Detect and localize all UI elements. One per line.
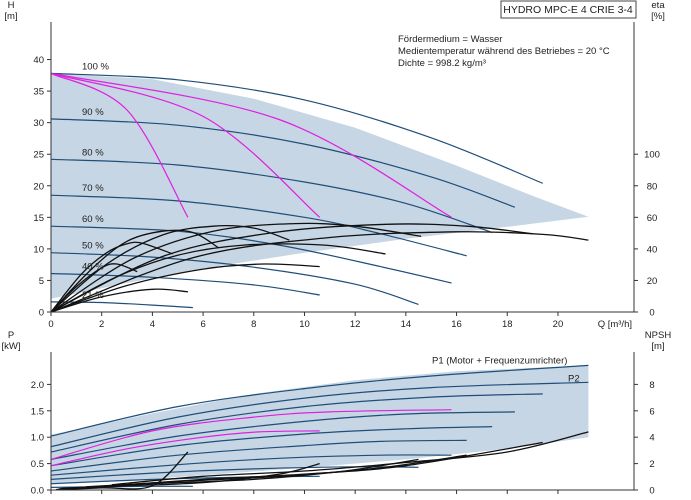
y2-tick-label: 20 [647, 276, 658, 287]
curve-P2 [50, 381, 589, 448]
y-axis-title: P [8, 330, 14, 341]
curve-speed [50, 194, 467, 257]
speed-label: 60 % [82, 214, 104, 225]
power-panel: 0.0 0.5 1.0 1.5 2.0 0 2 4 6 8 P[kW] NPSH[m] P1 (Moto… [2, 330, 672, 497]
title-box [500, 0, 637, 19]
speed-label: 40 % [82, 262, 104, 273]
curve-efficiency [50, 263, 320, 313]
title-box-label: HYDRO MPC-E 4 CRIE 3-4 [503, 4, 633, 16]
x-tick-label: 2 [99, 319, 104, 330]
speed-label: 80 % [82, 147, 104, 158]
y-axis-title: H [8, 0, 15, 11]
curve-power_magenta [50, 409, 452, 460]
y-tick-label: 25 [33, 150, 44, 161]
curve-npsh [111, 431, 589, 486]
curve-power [50, 454, 452, 476]
x-tick-label: 20 [553, 319, 564, 330]
curve-efficiency [50, 231, 589, 313]
y2-tick-label: 0 [649, 308, 654, 319]
speed-label: 100 % [82, 61, 109, 72]
series-label-p2: P2 [568, 373, 580, 384]
y-axis-unit: [m] [4, 11, 17, 22]
curve-power [50, 411, 515, 460]
curve-speed [50, 252, 419, 305]
curve-speed [50, 118, 516, 208]
speed-label: 21 % [82, 290, 104, 301]
curve-power_magenta [50, 430, 320, 467]
y2-tick-label: 8 [649, 380, 654, 391]
curve-npsh [86, 454, 467, 488]
curve-efficiency [50, 222, 422, 313]
y2-axis-title: NPSH [645, 330, 672, 341]
curve-efficiency [50, 223, 533, 313]
curve-power [50, 426, 493, 467]
x-axis-title: Q [m³/h] [598, 319, 632, 330]
speed-label: 70 % [82, 183, 104, 194]
curve-speed [50, 301, 193, 309]
x-tick-label: 8 [251, 319, 256, 330]
curve-power [50, 393, 543, 453]
info-line-density: Dichte = 998.2 kg/m³ [398, 58, 486, 69]
y2-tick-label: 80 [647, 181, 658, 192]
x-tick-label: 18 [502, 319, 513, 330]
y2-tick-label: 2 [649, 459, 654, 470]
curve-efficiency [50, 243, 386, 313]
y2-tick-label: 40 [647, 244, 658, 255]
curve-npsh [61, 458, 419, 490]
curve-efficiency [50, 263, 138, 313]
y-tick-label: 30 [33, 118, 44, 129]
y2-axis-title: eta [651, 0, 665, 11]
x-tick-label: 0 [48, 319, 53, 330]
y-tick-label: 15 [33, 213, 44, 224]
y2-tick-label: 60 [647, 213, 658, 224]
y-tick-label: 5 [39, 276, 44, 287]
y-tick-label: 0 [39, 308, 44, 319]
y2-axis-unit: [%] [651, 11, 665, 22]
info-line-medium: Fördermedium = Wasser [398, 34, 502, 45]
y2-tick-label: 0 [649, 486, 654, 497]
curve-P1 [50, 364, 589, 437]
y-tick-label: 40 [33, 55, 44, 66]
y-axis-unit: [kW] [2, 341, 21, 352]
curve-system [50, 72, 321, 218]
speed-label: 90 % [82, 107, 104, 118]
y-tick-label: 10 [33, 244, 44, 255]
operating-range-area [51, 73, 589, 299]
y-tick-label: 35 [33, 87, 44, 98]
y2-tick-label: 6 [649, 406, 654, 417]
x-tick-label: 12 [350, 319, 361, 330]
x-tick-label: 16 [451, 319, 462, 330]
y-tick-label: 1.5 [31, 406, 44, 417]
series-label-p1: P1 (Motor + Frequenzumrichter) [432, 355, 567, 366]
curve-speed [50, 72, 543, 184]
head-panel: 0 5 10 15 20 25 30 35 40 0 20 40 60 80 100 0 2 4 6 8 10 12 14 1… [4, 0, 665, 330]
y-tick-label: 0.0 [31, 486, 44, 497]
y2-axis-unit: [m] [651, 341, 664, 352]
curve-efficiency [50, 229, 219, 313]
x-tick-label: 14 [401, 319, 412, 330]
x-tick-label: 4 [150, 319, 155, 330]
curve-system [50, 72, 452, 218]
y-tick-label: 20 [33, 181, 44, 192]
y2-tick-label: 4 [649, 433, 654, 444]
y-tick-label: 1.0 [31, 433, 44, 444]
x-tick-label: 10 [299, 319, 310, 330]
speed-label: 50 % [82, 241, 104, 252]
curve-efficiency [50, 288, 188, 313]
info-line-temperature: Medientemperatur während des Betriebes =… [398, 46, 610, 57]
curve-system [50, 72, 189, 218]
y-tick-label: 0.5 [31, 459, 44, 470]
curve-speed [50, 158, 493, 234]
y2-tick-label: 100 [644, 150, 660, 161]
curve-power [50, 439, 467, 472]
y-tick-label: 2.0 [31, 380, 44, 391]
curve-npsh [56, 451, 189, 491]
x-tick-label: 6 [200, 319, 205, 330]
curve-npsh [58, 462, 320, 490]
